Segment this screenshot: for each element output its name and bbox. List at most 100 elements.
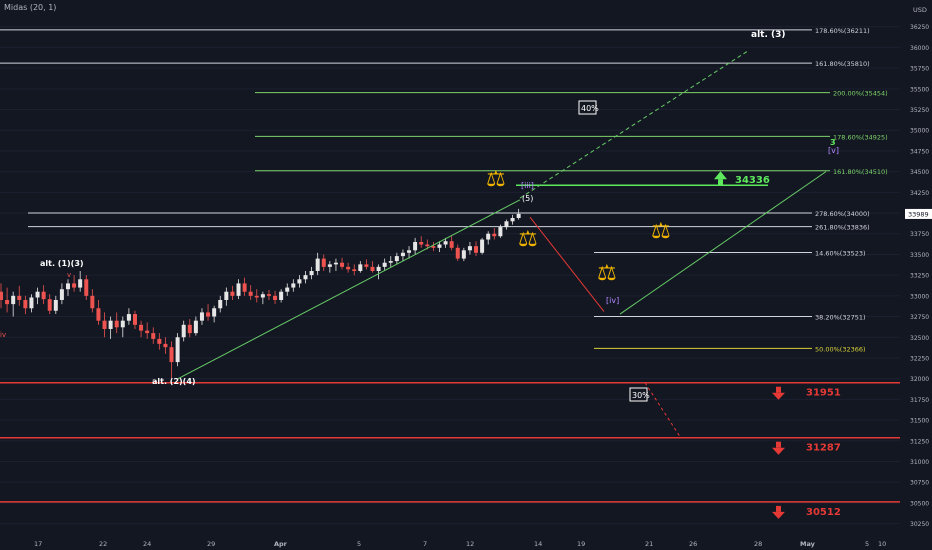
price-tick-label: 32250 [910, 355, 929, 362]
target-label: 34336 [735, 175, 770, 186]
price-tick-label: 30500 [910, 500, 929, 507]
fib-label: 14.60%(33523) [815, 250, 866, 258]
candle-body [370, 266, 375, 271]
candle-body [157, 338, 162, 344]
candle-body [333, 262, 338, 265]
candle-body [297, 279, 302, 284]
up-arrow-icon [714, 171, 727, 180]
wave-labels: alt. (1)(3) alt. (2)(4) [iii] (5) [iv] alt. (… [0, 30, 839, 402]
candle-body [41, 291, 46, 300]
candle-body [455, 247, 460, 259]
candle-body [230, 291, 235, 296]
wave-label-v: [v] [828, 146, 839, 155]
time-tick-label: 21 [645, 540, 653, 548]
down-arrow-icon [772, 511, 785, 519]
candle-body [364, 264, 369, 267]
wave-label-iv-small: iv [0, 331, 6, 339]
candle-body [126, 314, 131, 321]
candle-body [394, 256, 399, 262]
candle-body [510, 218, 515, 222]
candle-body [449, 241, 454, 248]
down-arrow-icon [776, 386, 781, 393]
candle-body [242, 283, 247, 292]
candle-body [279, 291, 284, 300]
time-tick-label: 12 [466, 540, 474, 548]
time-tick-label: Apr [274, 540, 288, 548]
up-arrow-icon [718, 179, 723, 186]
wave-label-v-small: v [67, 271, 71, 279]
price-tick-label: 32000 [910, 376, 929, 383]
candle-body [199, 312, 204, 321]
wave-label-alt-1-3: alt. (1)(3) [40, 259, 84, 268]
price-badge [905, 208, 932, 219]
candle-body [467, 246, 472, 251]
alt-drop-path-dashed [644, 382, 681, 437]
price-badge-label: 33989 [908, 210, 929, 218]
price-tick-label: 31750 [910, 397, 929, 404]
wave-label-5: (5) [522, 194, 533, 203]
candle-body [291, 283, 296, 288]
wave-label-iii: [iii] [521, 181, 534, 190]
candle-body [309, 271, 314, 276]
wave-path-up [177, 199, 521, 380]
candle-body [388, 261, 393, 263]
time-axis[interactable]: 17 22 24 29 Apr 5 7 12 14 19 21 26 28 May 5 10 [34, 540, 886, 548]
indicator-label[interactable]: Midas (20, 1) [4, 3, 57, 12]
price-tick-label: 34750 [910, 148, 929, 155]
wave-path-final [619, 171, 827, 315]
candle-body [486, 233, 491, 240]
candle-body [254, 295, 259, 298]
balance-scale-icon: ⚖ [597, 261, 617, 286]
projection-paths [177, 51, 827, 437]
candle-body [321, 258, 326, 267]
candle-body [260, 294, 265, 298]
price-tick-label: 35750 [910, 66, 929, 73]
down-arrow-icon [776, 505, 781, 512]
wave-label-3: 3 [830, 138, 836, 147]
time-tick-label: 17 [34, 540, 42, 548]
candle-body [206, 312, 211, 317]
candle-body [437, 244, 442, 248]
candle-body [193, 320, 198, 334]
time-tick-label: 7 [423, 540, 427, 548]
candle-body [498, 227, 503, 237]
price-tick-label: 35500 [910, 86, 929, 93]
wave-label-alt-2-4: alt. (2)(4) [152, 377, 196, 386]
price-tick-label: 32750 [910, 314, 929, 321]
fib-label: 161.80%(35810) [815, 60, 870, 68]
candle-body [23, 299, 28, 309]
price-axis[interactable]: USD 30250 30500 30750 31000 31250 31500 31750 32… [905, 6, 932, 528]
candle-body [407, 250, 412, 253]
time-tick-label: 5 [357, 540, 361, 548]
candle-body [400, 252, 405, 257]
candle-body [346, 266, 351, 270]
candle-body [53, 299, 58, 311]
candle-body [5, 299, 10, 305]
probability-box-40-label: 40% [581, 104, 599, 113]
fib-label: 178.60%(34925) [833, 133, 888, 141]
candle-body [419, 242, 424, 245]
price-tick-label: 35000 [910, 128, 929, 135]
candle-body [108, 320, 113, 329]
alt-wave-path-dashed [519, 51, 748, 199]
currency-label: USD [913, 6, 927, 14]
candle-body [480, 239, 485, 253]
candle-body [516, 213, 521, 218]
fib-label: 38.20%(32751) [815, 313, 866, 321]
time-tick-label: 26 [689, 540, 697, 548]
candle-body [29, 297, 34, 309]
price-tick-label: 34500 [910, 169, 929, 176]
candle-body [358, 264, 363, 271]
candle-body [47, 299, 52, 311]
candle-body [273, 295, 278, 300]
fib-levels: 178.60%(36211) 161.80%(35810) 200.00%(3545… [0, 27, 888, 353]
support-label: 30512 [806, 507, 841, 518]
candle-body [187, 324, 192, 334]
price-tick-label: 31000 [910, 459, 929, 466]
candle-body [114, 320, 119, 328]
candle-body [35, 291, 40, 298]
candle-body [248, 291, 253, 296]
candle-body [340, 262, 345, 267]
candle-body [285, 287, 290, 292]
